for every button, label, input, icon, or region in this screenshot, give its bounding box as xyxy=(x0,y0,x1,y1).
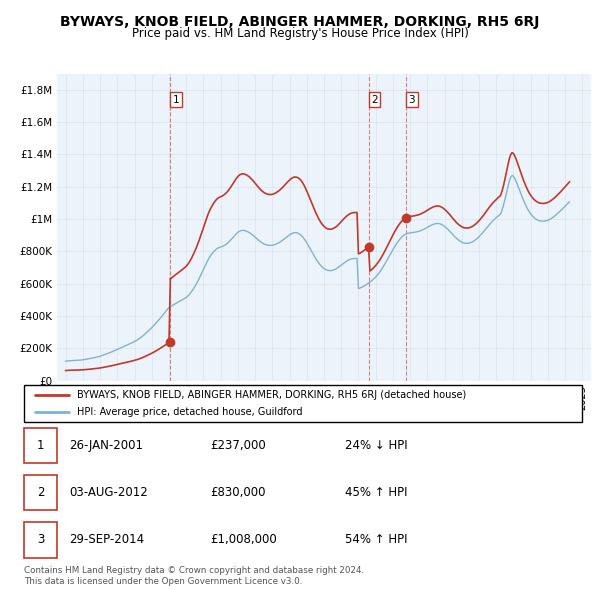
Text: 3: 3 xyxy=(409,95,415,105)
Text: 29-SEP-2014: 29-SEP-2014 xyxy=(69,533,144,546)
Text: BYWAYS, KNOB FIELD, ABINGER HAMMER, DORKING, RH5 6RJ (detached house): BYWAYS, KNOB FIELD, ABINGER HAMMER, DORK… xyxy=(77,390,466,400)
Text: 1: 1 xyxy=(37,439,44,452)
Text: BYWAYS, KNOB FIELD, ABINGER HAMMER, DORKING, RH5 6RJ: BYWAYS, KNOB FIELD, ABINGER HAMMER, DORK… xyxy=(61,15,539,29)
Text: HPI: Average price, detached house, Guildford: HPI: Average price, detached house, Guil… xyxy=(77,407,302,417)
Text: 3: 3 xyxy=(37,533,44,546)
Text: 2: 2 xyxy=(37,486,44,499)
Text: 26-JAN-2001: 26-JAN-2001 xyxy=(69,439,143,452)
Text: 1: 1 xyxy=(173,95,179,105)
Text: Price paid vs. HM Land Registry's House Price Index (HPI): Price paid vs. HM Land Registry's House … xyxy=(131,27,469,40)
Text: £237,000: £237,000 xyxy=(210,439,266,452)
Text: £830,000: £830,000 xyxy=(210,486,265,499)
Text: £1,008,000: £1,008,000 xyxy=(210,533,277,546)
Text: 24% ↓ HPI: 24% ↓ HPI xyxy=(345,439,407,452)
Text: 45% ↑ HPI: 45% ↑ HPI xyxy=(345,486,407,499)
Text: 2: 2 xyxy=(371,95,378,105)
Text: 03-AUG-2012: 03-AUG-2012 xyxy=(69,486,148,499)
Text: Contains HM Land Registry data © Crown copyright and database right 2024.: Contains HM Land Registry data © Crown c… xyxy=(24,566,364,575)
Text: 54% ↑ HPI: 54% ↑ HPI xyxy=(345,533,407,546)
Text: This data is licensed under the Open Government Licence v3.0.: This data is licensed under the Open Gov… xyxy=(24,577,302,586)
